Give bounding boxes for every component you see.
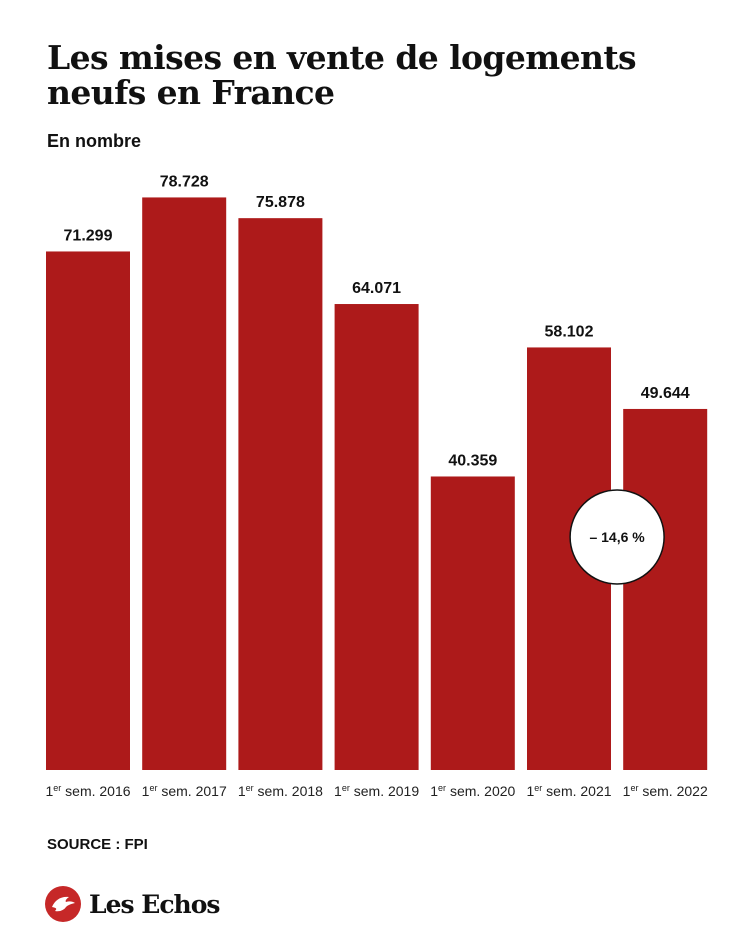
bar-value-label: 75.878 xyxy=(256,194,305,211)
x-tick-label: 1er sem. 2016 xyxy=(45,783,130,799)
x-tick-label: 1er sem. 2022 xyxy=(623,783,708,799)
x-tick-label: 1er sem. 2018 xyxy=(238,783,323,799)
source-note: SOURCE : FPI xyxy=(47,836,148,853)
x-tick-label: 1er sem. 2017 xyxy=(142,783,227,799)
bar-value-label: 64.071 xyxy=(352,280,401,297)
bar xyxy=(430,476,515,770)
bar-chart: 71.299 1er sem. 2016 78.728 1er sem. 2017 75… xyxy=(45,173,708,799)
bar-value-label: 71.299 xyxy=(64,227,113,244)
chart-title: Les mises en vente de logements neufs en… xyxy=(47,38,637,112)
chart-subtitle: En nombre xyxy=(47,131,142,151)
change-annotation-circle xyxy=(569,489,665,585)
x-tick-label: 1er sem. 2019 xyxy=(334,783,419,799)
bar-value-label: 58.102 xyxy=(545,323,594,340)
x-tick-label: 1er sem. 2021 xyxy=(526,783,611,799)
bar-value-label: 78.728 xyxy=(160,173,209,190)
les-echos-logo-icon xyxy=(45,886,81,922)
bar xyxy=(334,304,419,770)
bar xyxy=(238,218,323,770)
bar xyxy=(142,197,227,770)
brand: Les Echos xyxy=(45,884,220,924)
bar xyxy=(623,408,708,770)
bar xyxy=(46,251,130,771)
bar-value-label: 40.359 xyxy=(448,452,497,469)
change-annotation-label: – 14,6 % xyxy=(589,529,645,545)
brand-name: Les Echos xyxy=(89,889,220,919)
x-tick-label: 1er sem. 2020 xyxy=(430,783,515,799)
bar-value-label: 49.644 xyxy=(641,385,690,402)
